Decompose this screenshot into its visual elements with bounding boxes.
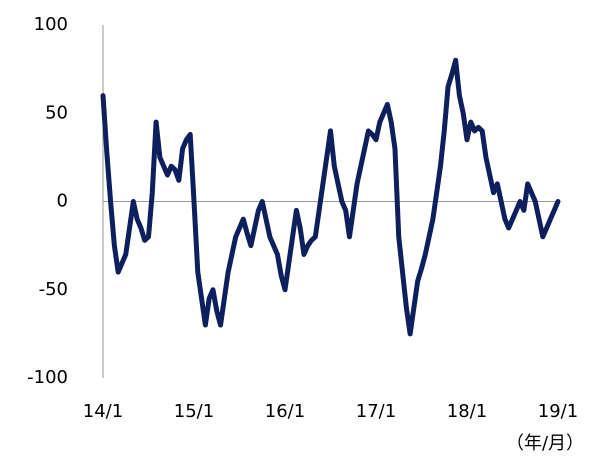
line bbox=[100, 57, 561, 337]
x-tick-label: 18/1 bbox=[447, 401, 487, 422]
x-tick-label: 15/1 bbox=[174, 401, 214, 422]
x-tick-label: 19/1 bbox=[538, 401, 578, 422]
y-tick-label: 50 bbox=[45, 102, 68, 123]
y-tick-label: -50 bbox=[39, 279, 68, 300]
x-tick-label: 17/1 bbox=[356, 401, 396, 422]
y-tick-label: 0 bbox=[57, 191, 68, 212]
unit-label: （年/月） bbox=[506, 433, 584, 454]
y-tick-label: 100 bbox=[34, 14, 68, 35]
y-tick-label: -100 bbox=[27, 367, 68, 388]
x-tick-label: 16/1 bbox=[265, 401, 305, 422]
x-tick-label: 14/1 bbox=[83, 401, 123, 422]
